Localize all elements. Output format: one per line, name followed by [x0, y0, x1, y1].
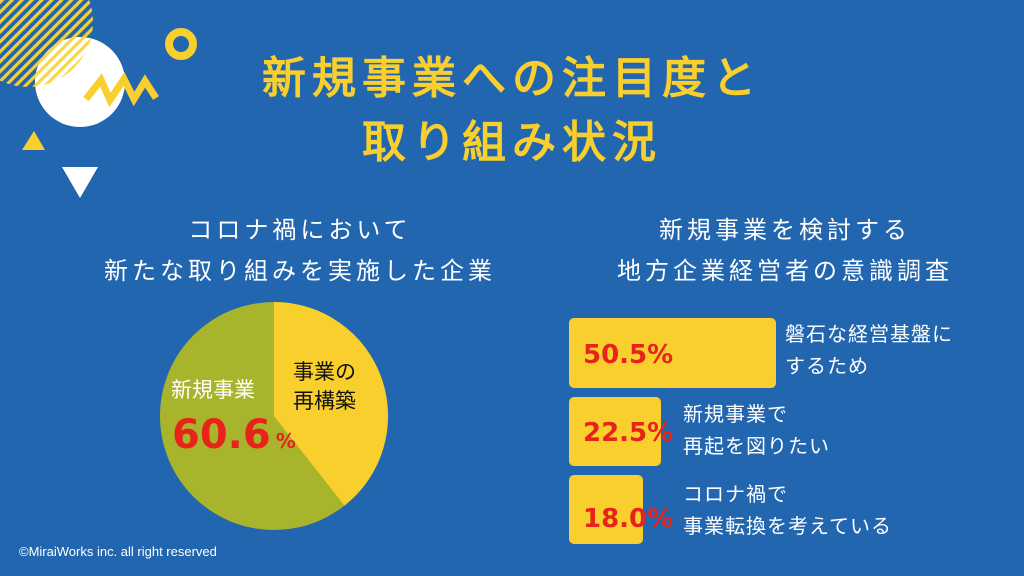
pie-chart: [160, 302, 389, 530]
copyright-text: ©MiraiWorks inc. all right reserved: [19, 544, 217, 559]
pie-label-new-business: 新規事業: [171, 378, 255, 402]
pie-unit: %: [275, 429, 296, 453]
pie-value: 60.6: [172, 412, 271, 458]
bar-3-value: 18.0%: [583, 504, 674, 534]
ring-icon: [165, 28, 197, 60]
bar-1-value: 50.5%: [583, 340, 674, 370]
bar-1: [569, 318, 776, 388]
right-heading-line2: 地方企業経営者の意識調査: [617, 257, 953, 285]
bar-1-label-line1: 磐石な経営基盤に: [785, 322, 953, 346]
bar-2-label-line2: 再起を図りたい: [683, 434, 830, 458]
bar-2-label-line1: 新規事業で: [683, 402, 788, 426]
triangle-down-icon: [62, 167, 98, 198]
bar-2-value: 22.5%: [583, 418, 674, 448]
pie-slice-restructuring: [274, 302, 389, 506]
bar-3: [569, 475, 643, 544]
left-heading-line1: コロナ禍において: [188, 216, 412, 244]
pie-value-group: 60.6 %: [172, 415, 296, 455]
triangle-up-icon: [22, 131, 45, 150]
decorative-shapes: [0, 0, 197, 198]
bar-3-label-line2: 事業転換を考えている: [683, 514, 892, 538]
bar-2-label: 新規事業で 再起を図りたい: [683, 398, 830, 462]
pie-label-restructuring-line1: 事業の: [293, 360, 356, 384]
page-title-line1: 新規事業への注目度と: [262, 53, 762, 104]
pie-label-restructuring-line2: 再構築: [293, 389, 356, 414]
left-heading-line2: 新たな取り組みを実施した企業: [104, 257, 496, 285]
bar-1-label: 磐石な経営基盤に するため: [785, 318, 953, 382]
page-title-line2: 取り組み状況: [362, 117, 662, 168]
bar-2: [569, 397, 661, 466]
bar-3-label-line1: コロナ禍で: [683, 482, 788, 506]
bar-1-label-line2: するため: [785, 354, 869, 378]
pie-label-restructuring: 事業の 再構築: [293, 358, 356, 417]
right-heading-line1: 新規事業を検討する: [659, 216, 911, 244]
bar-3-label: コロナ禍で 事業転換を考えている: [683, 478, 892, 542]
zigzag-icon: [83, 72, 159, 108]
